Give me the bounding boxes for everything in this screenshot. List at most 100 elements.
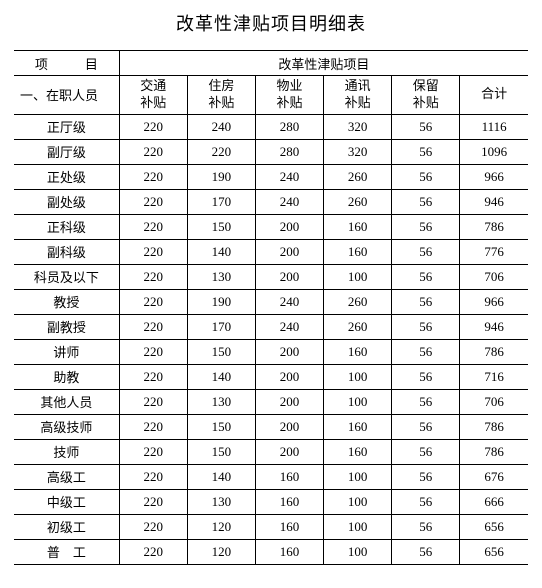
row-label: 副科级 bbox=[14, 239, 119, 264]
allowance-table: 项 目 改革性津贴项目 一、在职人员 交通补贴 住房补贴 物业补贴 通讯补贴 保… bbox=[14, 50, 528, 565]
cell-value: 160 bbox=[324, 239, 392, 264]
row-label: 科员及以下 bbox=[14, 264, 119, 289]
cell-value: 786 bbox=[460, 214, 528, 239]
cell-value: 320 bbox=[324, 139, 392, 164]
cell-value: 56 bbox=[392, 439, 460, 464]
table-row: 助教22014020010056716 bbox=[14, 364, 528, 389]
row-label: 其他人员 bbox=[14, 389, 119, 414]
cell-value: 120 bbox=[187, 539, 255, 564]
cell-value: 1116 bbox=[460, 114, 528, 139]
cell-value: 320 bbox=[324, 114, 392, 139]
cell-value: 786 bbox=[460, 414, 528, 439]
cell-value: 220 bbox=[187, 139, 255, 164]
cell-value: 706 bbox=[460, 389, 528, 414]
row-label: 技师 bbox=[14, 439, 119, 464]
cell-value: 130 bbox=[187, 264, 255, 289]
cell-value: 240 bbox=[187, 114, 255, 139]
row-label: 助教 bbox=[14, 364, 119, 389]
cell-value: 160 bbox=[255, 489, 323, 514]
cell-value: 140 bbox=[187, 364, 255, 389]
cell-value: 200 bbox=[255, 264, 323, 289]
cell-value: 240 bbox=[255, 289, 323, 314]
table-body: 正厅级220240280320561116副厅级2202202803205610… bbox=[14, 114, 528, 564]
cell-value: 260 bbox=[324, 189, 392, 214]
cell-value: 220 bbox=[119, 189, 187, 214]
cell-value: 1096 bbox=[460, 139, 528, 164]
cell-value: 56 bbox=[392, 239, 460, 264]
cell-value: 786 bbox=[460, 339, 528, 364]
cell-value: 966 bbox=[460, 289, 528, 314]
cell-value: 160 bbox=[255, 464, 323, 489]
cell-value: 220 bbox=[119, 364, 187, 389]
row-label: 普 工 bbox=[14, 539, 119, 564]
cell-value: 150 bbox=[187, 439, 255, 464]
header-section: 一、在职人员 bbox=[14, 76, 119, 115]
cell-value: 260 bbox=[324, 164, 392, 189]
cell-value: 56 bbox=[392, 139, 460, 164]
cell-value: 100 bbox=[324, 264, 392, 289]
cell-value: 946 bbox=[460, 314, 528, 339]
cell-value: 240 bbox=[255, 164, 323, 189]
col-retain: 保留补贴 bbox=[392, 76, 460, 115]
table-row: 副处级22017024026056946 bbox=[14, 189, 528, 214]
cell-value: 170 bbox=[187, 314, 255, 339]
row-label: 教授 bbox=[14, 289, 119, 314]
table-row: 教授22019024026056966 bbox=[14, 289, 528, 314]
table-row: 其他人员22013020010056706 bbox=[14, 389, 528, 414]
col-transport: 交通补贴 bbox=[119, 76, 187, 115]
table-row: 副厅级220220280320561096 bbox=[14, 139, 528, 164]
col-property: 物业补贴 bbox=[255, 76, 323, 115]
cell-value: 260 bbox=[324, 314, 392, 339]
cell-value: 200 bbox=[255, 439, 323, 464]
cell-value: 656 bbox=[460, 514, 528, 539]
cell-value: 200 bbox=[255, 414, 323, 439]
cell-value: 190 bbox=[187, 164, 255, 189]
cell-value: 200 bbox=[255, 364, 323, 389]
cell-value: 170 bbox=[187, 189, 255, 214]
row-label: 高级技师 bbox=[14, 414, 119, 439]
cell-value: 100 bbox=[324, 464, 392, 489]
row-label: 正科级 bbox=[14, 214, 119, 239]
cell-value: 776 bbox=[460, 239, 528, 264]
cell-value: 220 bbox=[119, 114, 187, 139]
table-row: 副教授22017024026056946 bbox=[14, 314, 528, 339]
cell-value: 56 bbox=[392, 414, 460, 439]
cell-value: 140 bbox=[187, 464, 255, 489]
cell-value: 280 bbox=[255, 139, 323, 164]
cell-value: 220 bbox=[119, 264, 187, 289]
table-row: 普 工22012016010056656 bbox=[14, 539, 528, 564]
col-total: 合计 bbox=[460, 76, 528, 115]
cell-value: 190 bbox=[187, 289, 255, 314]
page-title: 改革性津贴项目明细表 bbox=[14, 10, 528, 36]
cell-value: 160 bbox=[255, 539, 323, 564]
cell-value: 676 bbox=[460, 464, 528, 489]
col-housing: 住房补贴 bbox=[187, 76, 255, 115]
cell-value: 56 bbox=[392, 114, 460, 139]
cell-value: 100 bbox=[324, 389, 392, 414]
table-row: 正厅级220240280320561116 bbox=[14, 114, 528, 139]
cell-value: 260 bbox=[324, 289, 392, 314]
cell-value: 56 bbox=[392, 364, 460, 389]
cell-value: 966 bbox=[460, 164, 528, 189]
row-label: 初级工 bbox=[14, 514, 119, 539]
cell-value: 220 bbox=[119, 389, 187, 414]
cell-value: 56 bbox=[392, 464, 460, 489]
row-label: 讲师 bbox=[14, 339, 119, 364]
row-label: 正厅级 bbox=[14, 114, 119, 139]
cell-value: 220 bbox=[119, 289, 187, 314]
row-label: 中级工 bbox=[14, 489, 119, 514]
cell-value: 716 bbox=[460, 364, 528, 389]
header-project: 项 目 bbox=[14, 51, 119, 76]
table-row: 中级工22013016010056666 bbox=[14, 489, 528, 514]
cell-value: 786 bbox=[460, 439, 528, 464]
cell-value: 160 bbox=[324, 439, 392, 464]
cell-value: 56 bbox=[392, 514, 460, 539]
cell-value: 120 bbox=[187, 514, 255, 539]
cell-value: 220 bbox=[119, 214, 187, 239]
cell-value: 200 bbox=[255, 389, 323, 414]
cell-value: 280 bbox=[255, 114, 323, 139]
cell-value: 56 bbox=[392, 264, 460, 289]
cell-value: 160 bbox=[324, 414, 392, 439]
table-row: 副科级22014020016056776 bbox=[14, 239, 528, 264]
cell-value: 130 bbox=[187, 389, 255, 414]
